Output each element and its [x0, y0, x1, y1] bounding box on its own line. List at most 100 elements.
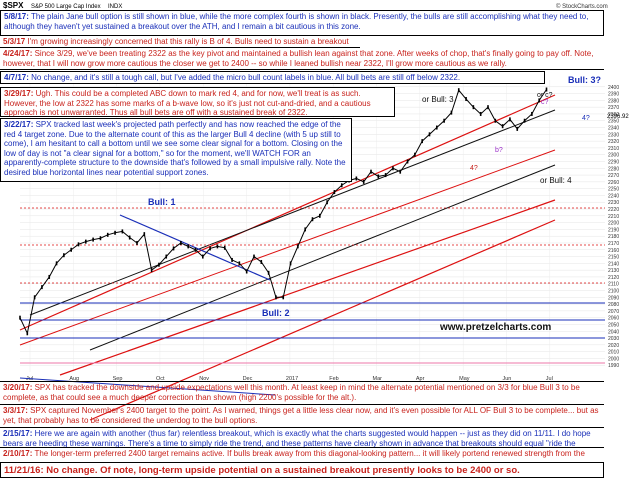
- y-tick-label: 2200: [608, 221, 619, 227]
- price-bar: [370, 169, 372, 174]
- note-11-21-16: 11/21/16: No change. Of note, long-term …: [0, 462, 604, 478]
- price-bar: [333, 190, 336, 195]
- note-text: No change. Of note, long-term upside pot…: [46, 465, 520, 476]
- y-tick-label: 2330: [608, 132, 619, 138]
- price-bar: [77, 242, 80, 247]
- price-bar: [180, 240, 182, 245]
- label-blue4: 4?: [582, 115, 590, 122]
- y-tick-label: 2030: [608, 336, 619, 342]
- y-tick-label: 2160: [608, 248, 619, 254]
- note-text: SPX captured November's 2400 target to t…: [3, 406, 599, 425]
- y-tick-label: 2100: [608, 289, 619, 295]
- x-tick-label: Apr: [416, 376, 425, 382]
- x-tick-label: Jul: [546, 376, 553, 382]
- y-tick-label: 2040: [608, 329, 619, 335]
- note-text: No change, and it's still a tough call, …: [31, 73, 461, 82]
- y-tick-label: 2340: [608, 126, 619, 132]
- y-tick-label: 2050: [608, 322, 619, 328]
- price-bar: [187, 244, 189, 249]
- black-trend-lower: [89, 164, 556, 351]
- price-bar: [216, 244, 219, 249]
- last-value-label: 2396.92: [607, 114, 629, 120]
- price-bar: [406, 159, 409, 164]
- price-bar: [319, 213, 321, 218]
- blue-trend-b: [19, 377, 276, 396]
- price-bar: [465, 97, 467, 102]
- note-5-3-17: 5/3/17 I'm growing increasingly concerne…: [0, 36, 360, 48]
- price-bar: [457, 88, 460, 93]
- price-bar: [275, 295, 277, 300]
- price-bar: [245, 269, 248, 274]
- red-channel-upper: [19, 94, 556, 331]
- price-bar: [487, 105, 489, 110]
- price-bar: [436, 125, 438, 130]
- note-3-3-17: 3/3/17: SPX captured November's 2400 tar…: [0, 404, 604, 426]
- price-bar: [494, 118, 497, 123]
- price-bar: [128, 235, 131, 240]
- label-c: c?: [541, 99, 549, 106]
- note-date: 3/22/17:: [4, 120, 34, 129]
- label-bull1: Bull: 1: [148, 197, 176, 207]
- price-bar: [538, 98, 540, 103]
- y-tick-label: 2390: [608, 92, 619, 98]
- note-text: The longer-term preferred 2400 target re…: [3, 449, 585, 459]
- y-tick-label: 2070: [608, 309, 619, 315]
- price-bar: [19, 315, 21, 320]
- price-bar: [289, 261, 292, 266]
- red-channel-lower: [59, 199, 556, 376]
- price-bar: [99, 236, 102, 241]
- y-tick-label: 2120: [608, 275, 619, 281]
- y-tick-label: 2360: [608, 112, 619, 118]
- price-bar: [311, 217, 314, 222]
- y-tick-label: 2350: [608, 119, 619, 125]
- price-bar: [48, 274, 51, 279]
- y-tick-label: 2380: [608, 98, 619, 104]
- price-bar: [70, 247, 72, 252]
- website-label: www.pretzelcharts.com: [439, 322, 551, 333]
- price-bar: [63, 253, 65, 258]
- y-tick-label: 2250: [608, 187, 619, 193]
- x-tick-label: Nov: [199, 376, 209, 382]
- note-date: 3/3/17:: [3, 406, 28, 415]
- y-tick-label: 2220: [608, 207, 619, 213]
- price-bar: [428, 132, 431, 137]
- y-tick-label: 2260: [608, 180, 619, 186]
- price-bar: [531, 111, 533, 116]
- price-bar: [223, 245, 226, 250]
- note-date: 4/24/17:: [3, 49, 33, 58]
- y-tick-label: 2240: [608, 193, 619, 199]
- x-tick-label: Jun: [502, 376, 511, 382]
- note-3-22-17: 3/22/17: SPX tracked last week's project…: [0, 118, 352, 182]
- note-date: 5/3/17: [3, 37, 26, 46]
- note-4-24-17: 4/24/17: Since 3/29, we've been treating…: [0, 48, 604, 70]
- price-bar: [55, 261, 58, 266]
- price-bar: [106, 232, 109, 237]
- price-bar: [136, 240, 138, 245]
- price-bar: [326, 200, 328, 205]
- price-points: [19, 87, 548, 336]
- y-tick-label: 2290: [608, 159, 619, 165]
- price-bar: [158, 262, 160, 267]
- y-tick-label: 2400: [608, 85, 619, 91]
- y-tick-label: 2150: [608, 255, 619, 261]
- y-tick-label: 2280: [608, 166, 619, 172]
- header-name: S&P 500 Large Cap Index: [31, 4, 101, 10]
- price-bar: [172, 246, 175, 251]
- price-bar: [26, 331, 29, 336]
- y-tick-label: 2300: [608, 153, 619, 159]
- price-bar: [340, 183, 343, 188]
- note-text: SPX has tracked the downside and upside …: [3, 383, 580, 402]
- label-orc: or c?: [537, 92, 553, 99]
- price-bar: [297, 244, 299, 249]
- note-text: SPX tracked last week's projected path p…: [4, 120, 346, 177]
- y-tick-label: 2020: [608, 343, 619, 349]
- x-tick-label: Sep: [113, 376, 123, 382]
- y-tick-label: 2190: [608, 227, 619, 233]
- price-bar: [443, 118, 445, 123]
- price-bar: [392, 166, 394, 171]
- note-date: 3/29/17:: [4, 89, 34, 98]
- y-tick-label: 2130: [608, 268, 619, 274]
- price-bar: [267, 270, 270, 275]
- price-bar: [165, 254, 168, 259]
- note-date: 3/20/17:: [3, 383, 33, 392]
